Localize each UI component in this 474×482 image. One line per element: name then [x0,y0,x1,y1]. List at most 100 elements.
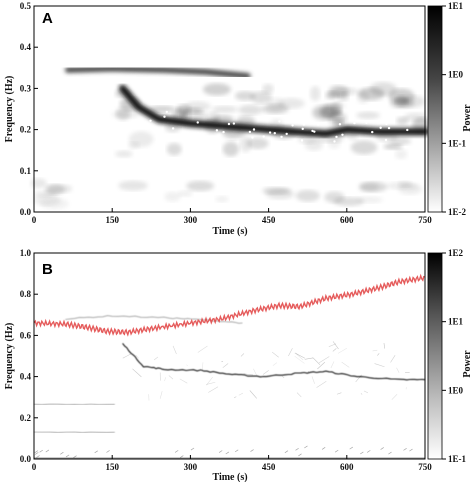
x-tick-label: 300 [184,215,198,225]
panel-a-ridges [31,65,429,212]
panel-b-texture [34,341,425,459]
spectral-blob [47,184,73,194]
spectral-speckle [163,115,166,118]
panel-b-colorbar-label: Power [462,350,473,378]
spectral-web [135,354,140,359]
spectral-blob [128,131,154,148]
panel-a-y-axis-label: Frequency (Hz) [4,76,15,143]
panel-b-letter: B [42,261,53,278]
spectral-web [132,368,142,378]
spectral-speckle [335,135,338,139]
spectral-web [168,375,174,380]
spectral-blob [267,97,285,112]
spectral-speckle [280,135,283,139]
spectral-web [383,342,386,349]
spectral-speckle [300,139,304,142]
spectral-blob [262,83,274,94]
y-tick-label: 0.4 [20,372,32,382]
spectral-ridge [118,84,429,138]
y-tick-label: 0.0 [20,207,32,217]
spectral-web [159,391,163,399]
spectral-speckle [384,138,388,142]
spectral-web [391,393,398,400]
spectral-blob [398,183,423,195]
spectral-web [396,367,400,373]
y-tick-label: 1.0 [20,248,32,258]
spectral-web [321,447,326,450]
spectral-blob [358,87,385,101]
y-tick-label: 0.8 [20,289,32,299]
panel-a-frame [33,5,426,213]
spectral-speckle [232,122,236,125]
spectral-web [304,357,313,360]
spectral-blob [358,181,388,193]
panel-a-texture [30,82,431,210]
spectral-blob [350,140,378,155]
spectral-blob [235,91,256,101]
spectral-web [208,386,219,393]
y-tick-label: 0.5 [20,1,32,11]
spectral-ridge [122,343,426,381]
spectral-web [272,362,278,366]
spectral-web [316,381,327,388]
spectral-blob [33,194,61,206]
spectral-web [249,390,257,399]
spectral-web [233,396,237,399]
spectral-speckle [273,131,276,135]
spectral-web [317,361,326,370]
x-tick-label: 150 [105,215,119,225]
spectral-web [282,376,285,379]
spectral-speckle [248,130,252,134]
spectral-web [372,349,378,352]
spectral-speckle [311,129,314,133]
spectral-ridge [65,65,251,79]
spectral-speckle [165,110,169,114]
spectral-blob [295,189,320,202]
panel-b-ridges [33,315,426,434]
spectral-web [262,370,269,375]
y-tick-label: 0.2 [20,413,32,423]
x-tick-label: 750 [418,462,432,472]
spectral-ridge [33,431,115,434]
spectral-web [332,348,337,352]
panel-b-y-ticks: 0.0 0.2 0.4 0.6 0.8 1.0 [20,248,38,464]
spectral-web [34,450,39,453]
y-tick-label: 0.4 [20,42,32,52]
spectral-speckle [285,132,288,136]
spectral-web [360,451,364,455]
spectral-blob [265,188,295,200]
spectral-web [73,455,77,459]
colorbar-tick-label: 1E-2 [448,207,467,217]
spectral-web [409,448,413,452]
spectral-web [295,353,304,361]
spectral-blob [238,104,263,115]
spectral-blob [297,135,319,144]
spectral-web [197,345,208,353]
spectral-web [65,454,70,458]
spectral-web [284,450,289,454]
panel-b-colorbar [427,252,443,460]
spectral-speckle [215,129,219,132]
spectral-speckle [251,136,254,139]
y-tick-label: 0.2 [20,125,32,135]
spectral-speckle [353,121,356,125]
spectral-blob [166,142,182,156]
spectral-web [153,356,159,361]
spectral-web [295,447,299,451]
spectral-web [253,368,257,376]
spectral-speckle [387,126,391,130]
panel-a-x-ticks: 0 150 300 450 600 750 [32,208,432,225]
spectral-blob [250,91,272,104]
spectral-web [122,353,132,359]
spectral-web [298,453,302,457]
spectral-web [336,392,342,395]
spectral-blob [328,136,341,149]
panel-b-red-trace [33,273,425,337]
spectral-speckle [222,130,225,134]
spectral-blob [328,85,349,98]
spectral-blob [222,141,239,157]
spectral-web [374,363,385,368]
spectral-web [60,451,64,455]
colorbar-tick-label: 1E0 [448,385,464,395]
